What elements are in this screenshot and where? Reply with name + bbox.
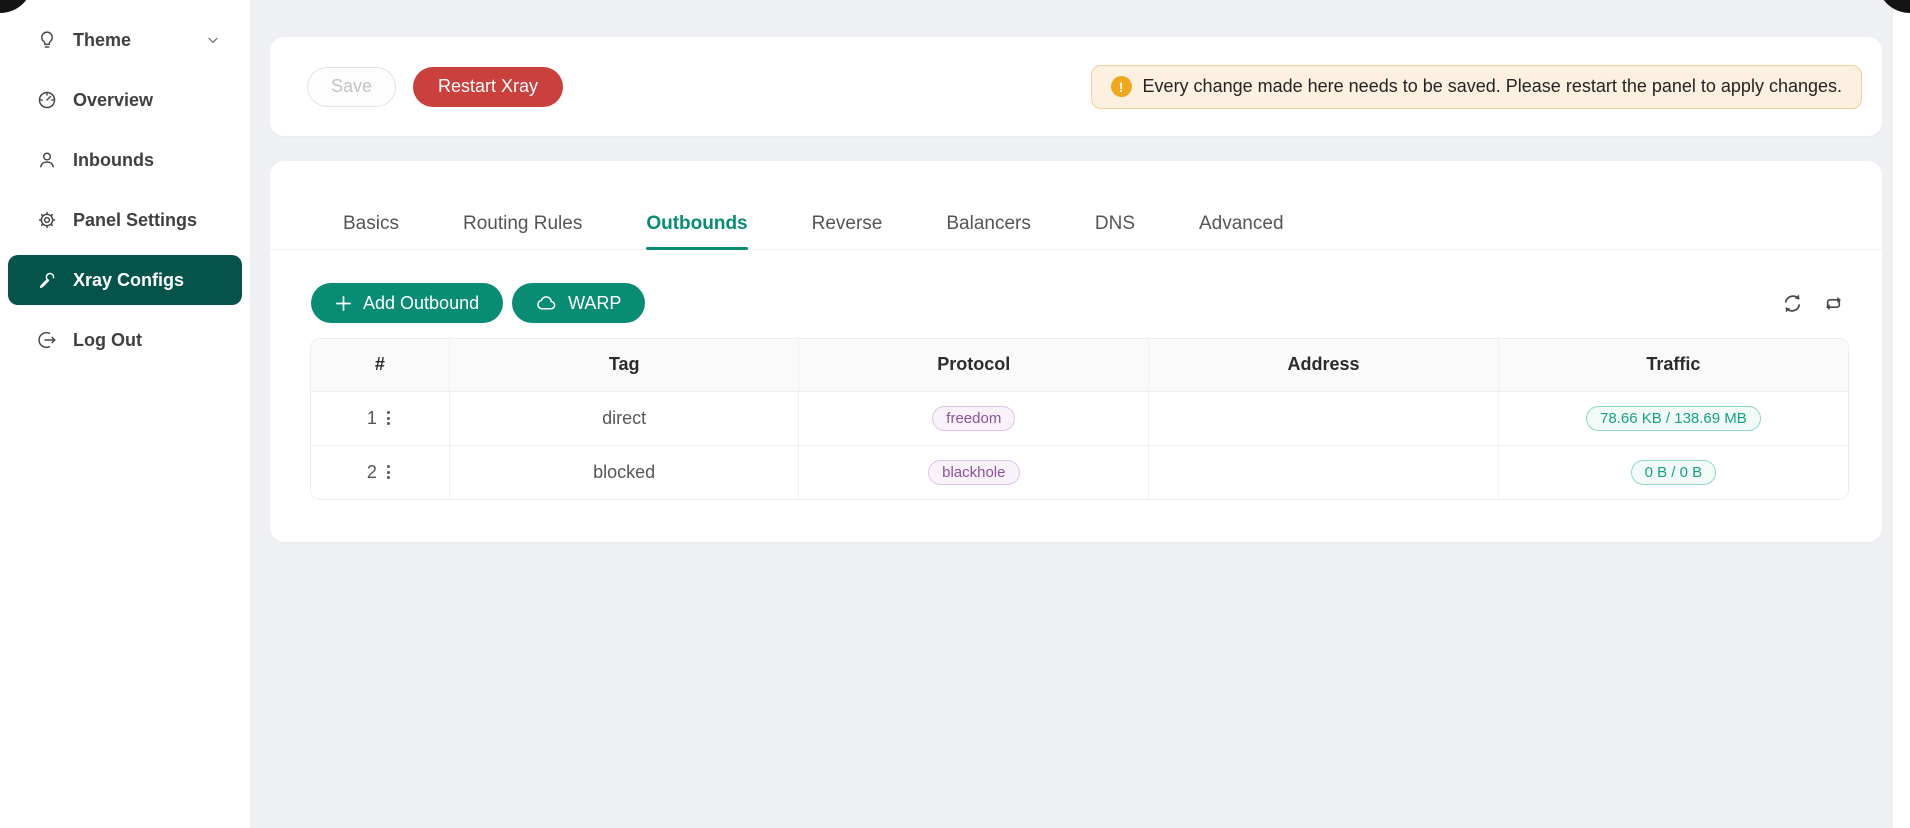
column-header-tag: Tag	[448, 339, 799, 392]
sync-icon	[1782, 293, 1803, 314]
tab-routing-rules[interactable]: Routing Rules	[462, 213, 583, 234]
tag-cell: direct	[448, 391, 799, 445]
scrollbar-track[interactable]	[1893, 0, 1910, 828]
sidebar-item-label: Panel Settings	[73, 209, 198, 230]
logout-icon	[36, 329, 58, 351]
alert-message: Every change made here needs to be saved…	[1142, 76, 1842, 96]
gear-icon	[36, 209, 58, 231]
tab-basics[interactable]: Basics	[343, 213, 399, 234]
config-tabs: Basics Routing Rules Outbounds Reverse B…	[270, 161, 1882, 250]
add-outbound-button[interactable]: Add Outbound	[311, 283, 504, 323]
traffic-badge: 0 B / 0 B	[1630, 459, 1717, 485]
warp-label: WARP	[568, 292, 622, 313]
column-header-protocol: Protocol	[798, 339, 1149, 392]
tab-balancers[interactable]: Balancers	[946, 213, 1031, 234]
column-header-traffic: Traffic	[1497, 339, 1848, 392]
plus-icon	[335, 295, 352, 312]
sidebar-item-label: Theme	[73, 29, 132, 50]
tab-reverse[interactable]: Reverse	[811, 213, 883, 234]
outbounds-actions-row: Add Outbound WARP	[311, 283, 1846, 323]
sidebar-item-log-out[interactable]: Log Out	[8, 315, 242, 365]
protocol-badge: blackhole	[928, 459, 1020, 485]
address-cell	[1148, 391, 1499, 445]
unsaved-changes-alert: ! Every change made here needs to be sav…	[1090, 64, 1862, 109]
warp-button[interactable]: WARP	[512, 283, 646, 323]
table-header-row: # Tag Protocol Address Traffic	[311, 339, 1848, 392]
sidebar-item-panel-settings[interactable]: Panel Settings	[8, 195, 242, 245]
save-button[interactable]: Save	[307, 66, 397, 107]
sidebar-item-label: Xray Configs	[73, 269, 185, 290]
row-index: 1	[366, 407, 377, 428]
protocol-badge: freedom	[932, 405, 1016, 431]
wrench-icon	[36, 269, 58, 291]
retweet-icon	[1823, 293, 1844, 314]
row-index: 2	[366, 461, 377, 482]
sidebar-item-inbounds[interactable]: Inbounds	[8, 135, 242, 185]
sidebar-item-theme[interactable]: Theme	[8, 15, 242, 65]
xray-config-card: Basics Routing Rules Outbounds Reverse B…	[270, 161, 1882, 542]
table-row: 2 blocked blackhole 0 B / 0 B	[311, 444, 1848, 499]
refresh-button[interactable]	[1780, 291, 1805, 316]
bulb-icon	[36, 29, 58, 51]
warning-icon: !	[1110, 76, 1132, 97]
add-outbound-label: Add Outbound	[363, 292, 480, 313]
sidebar-item-label: Inbounds	[73, 149, 154, 170]
table-tools	[1780, 291, 1846, 316]
tab-advanced[interactable]: Advanced	[1199, 213, 1284, 234]
table-row: 1 direct freedom 78.66 KB / 138.69 MB	[311, 391, 1848, 445]
sidebar-item-overview[interactable]: Overview	[8, 75, 242, 125]
dashboard-icon	[36, 89, 58, 111]
row-menu-icon[interactable]	[384, 408, 393, 428]
retweet-button[interactable]	[1821, 291, 1846, 316]
sidebar: Theme Overview Inbounds	[0, 0, 250, 828]
column-header-address: Address	[1148, 339, 1499, 392]
traffic-badge: 78.66 KB / 138.69 MB	[1586, 405, 1761, 431]
outbounds-table: # Tag Protocol Address Traffic 1	[310, 338, 1849, 500]
address-cell	[1148, 444, 1499, 499]
tab-dns[interactable]: DNS	[1094, 213, 1135, 234]
toolbar-card: Save Restart Xray ! Every change made he…	[270, 37, 1882, 136]
tab-outbounds[interactable]: Outbounds	[646, 213, 748, 250]
sidebar-item-xray-configs[interactable]: Xray Configs	[8, 255, 242, 305]
cloud-icon	[536, 295, 557, 311]
row-menu-icon[interactable]	[384, 462, 393, 482]
restart-xray-button[interactable]: Restart Xray	[413, 66, 564, 107]
chevron-down-icon	[206, 33, 220, 47]
sidebar-item-label: Log Out	[73, 329, 142, 350]
column-header-index: #	[311, 339, 450, 392]
sidebar-item-label: Overview	[73, 89, 154, 110]
tag-cell: blocked	[448, 444, 799, 499]
user-icon	[36, 149, 58, 171]
